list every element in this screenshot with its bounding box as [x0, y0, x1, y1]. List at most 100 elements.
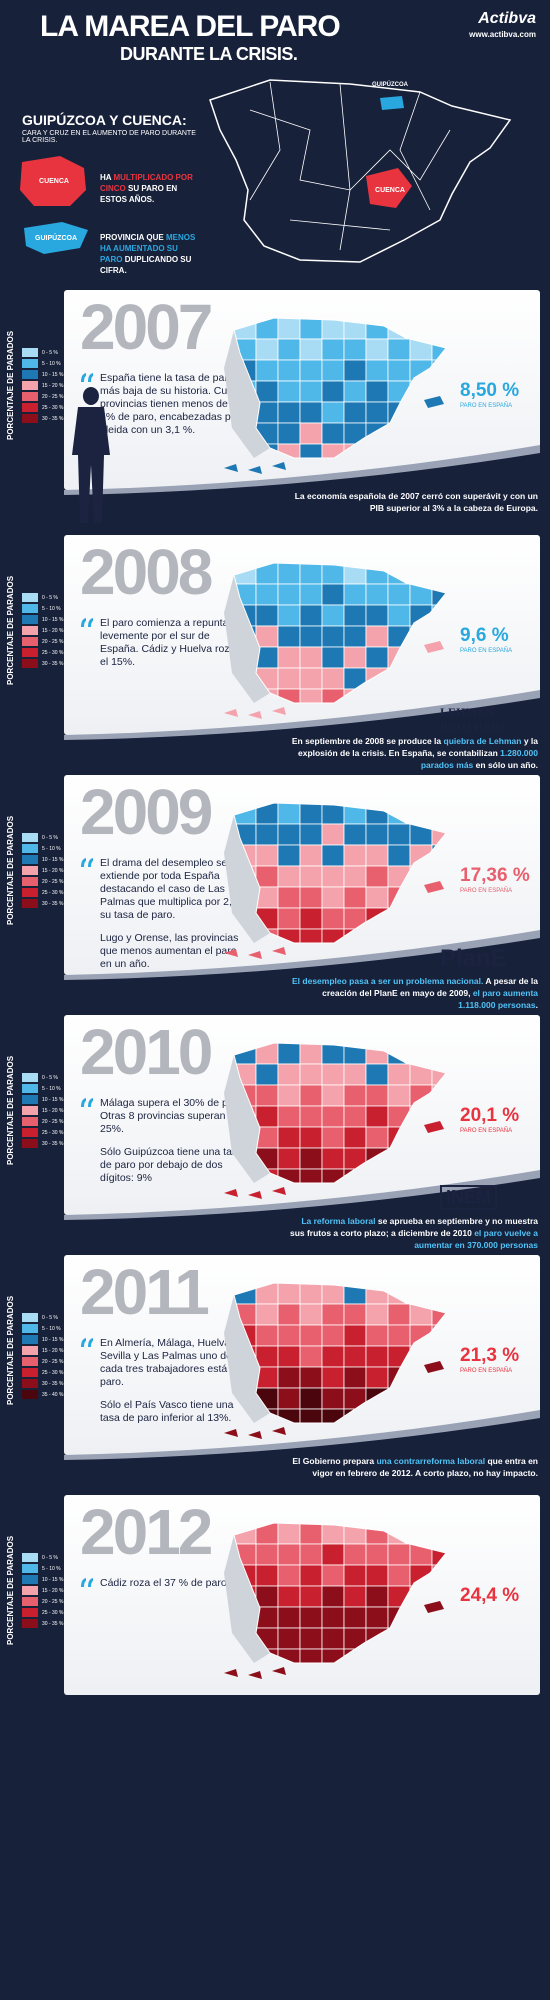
- province-lines: [249, 81, 451, 251]
- legend-label: 25 - 30 %: [42, 890, 64, 896]
- province: [277, 1523, 301, 1545]
- quote-mark-shape: [81, 1578, 93, 1587]
- quote-mark: [81, 858, 93, 867]
- portugal: [224, 575, 270, 703]
- quote: El paro comienza a repuntar levemente po…: [81, 617, 250, 679]
- province: [343, 907, 367, 930]
- province: [365, 646, 389, 669]
- province: [277, 380, 301, 403]
- rate: 20,1 %: [460, 1105, 520, 1126]
- province: [343, 1324, 367, 1347]
- legend-label: 5 - 10 %: [42, 1326, 61, 1332]
- province: [431, 338, 446, 361]
- legend-label: 10 - 15 %: [42, 617, 64, 623]
- legend-title: PORCENTAJE DE PARADOS: [6, 575, 15, 685]
- province: [299, 1585, 323, 1608]
- province: [365, 359, 389, 382]
- legend-title: PORCENTAJE DE PARADOS: [6, 1295, 15, 1405]
- swoosh: [64, 930, 540, 990]
- province: [387, 1283, 411, 1305]
- province: [431, 907, 446, 930]
- province: [343, 667, 367, 690]
- legend-swatch: [22, 1379, 38, 1388]
- province: [321, 823, 345, 846]
- legend-label: 0 - 5 %: [42, 595, 58, 601]
- province: [321, 1105, 345, 1128]
- province: [299, 401, 323, 424]
- year: 2012: [80, 1496, 213, 1568]
- highlight-segment: El desempleo pasa a ser un problema naci…: [292, 976, 484, 986]
- province: [343, 1303, 367, 1326]
- province: [299, 583, 323, 606]
- province: [299, 1366, 323, 1389]
- province: [299, 338, 323, 361]
- province: [365, 1606, 389, 1629]
- map: [224, 1522, 447, 1679]
- legend-swatch: [22, 1586, 38, 1595]
- legend-label: 5 - 10 %: [42, 361, 61, 367]
- swoosh-dark: [64, 453, 540, 505]
- legend-label: 30 - 35 %: [42, 1141, 64, 1147]
- province: [299, 359, 323, 382]
- province: [409, 1387, 433, 1410]
- province: [343, 865, 367, 888]
- province: [409, 1324, 433, 1347]
- province: [277, 1606, 301, 1629]
- legend-label: 25 - 30 %: [42, 1370, 64, 1376]
- legend-swatch: [22, 888, 38, 897]
- province: [365, 1105, 389, 1128]
- swoosh-dark: [64, 1178, 540, 1230]
- map: [224, 317, 447, 474]
- province: [255, 1523, 279, 1545]
- swoosh-dark: [64, 938, 540, 990]
- province: [321, 359, 345, 382]
- province: [409, 318, 433, 340]
- legend-swatch: [22, 1597, 38, 1606]
- balearic: [424, 1361, 444, 1373]
- cuenca-icon-label: CUENCA: [39, 178, 69, 185]
- province: [321, 1324, 345, 1347]
- legend-swatch: [22, 855, 38, 864]
- legend-swatch: [22, 1313, 38, 1322]
- province: [343, 1126, 367, 1149]
- province: [409, 1043, 433, 1065]
- rate: 8,50 %: [460, 380, 520, 401]
- quote-mark-shape: [81, 858, 93, 867]
- panel: 2010 Málaga supera el 30% de paro. Otras …: [64, 1015, 540, 1215]
- province: [431, 604, 446, 627]
- quote-mark: [81, 1338, 93, 1347]
- legend-swatch: [22, 637, 38, 646]
- province: [321, 1147, 345, 1170]
- province: [277, 422, 301, 445]
- province: [321, 886, 345, 909]
- province: [277, 338, 301, 361]
- legend-label: 5 - 10 %: [42, 846, 61, 852]
- rate-label: PARO EN ESPAÑA: [460, 888, 513, 894]
- legend-swatch: [22, 1346, 38, 1355]
- province: [343, 1147, 367, 1170]
- swoosh-dark: [64, 1418, 540, 1470]
- silhouette: [72, 387, 110, 523]
- province: [409, 907, 433, 930]
- cuenca-shape: [366, 168, 412, 208]
- guipuzcoa-shape: [380, 96, 404, 110]
- text-segment: PROVINCIA QUE: [100, 233, 166, 242]
- quote: En Almería, Málaga, Huelva, Sevilla y La…: [81, 1337, 250, 1435]
- province: [409, 844, 433, 867]
- legend-swatch: [22, 348, 38, 357]
- legend-swatch: [22, 1564, 38, 1573]
- province: [387, 1063, 411, 1086]
- legend-label: 0 - 5 %: [42, 835, 58, 841]
- rate: 21,3 %: [460, 1345, 520, 1366]
- province: [299, 1084, 323, 1107]
- province: [431, 667, 446, 690]
- province: [365, 1564, 389, 1587]
- legend-label: 20 - 25 %: [42, 879, 64, 885]
- quote-mark-shape: [81, 1098, 93, 1107]
- province: [277, 667, 301, 690]
- province: [343, 338, 367, 361]
- spain-outline: [233, 1042, 447, 1184]
- map: [224, 1282, 447, 1439]
- text-segment: HA: [100, 173, 114, 182]
- province: [365, 318, 389, 340]
